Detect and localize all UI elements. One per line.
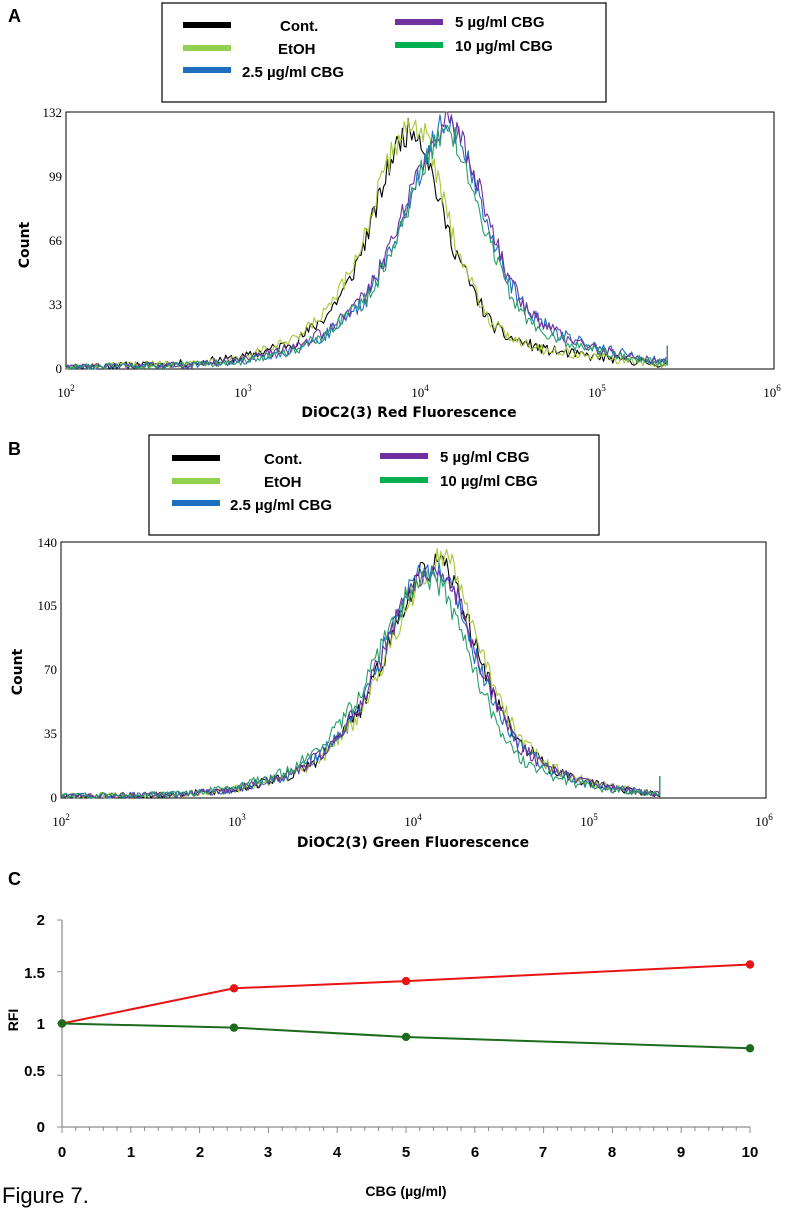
legend-label: Cont. — [264, 451, 302, 468]
legend-label: 10 µg/ml CBG — [455, 38, 553, 55]
panel-label-a: A — [8, 6, 21, 26]
series-line — [65, 111, 668, 370]
x-ticks-b: 102 103 104 105 106 — [52, 812, 773, 829]
x-axis-title: DiOC2(3) Green Fluorescence — [297, 835, 529, 851]
legend-box — [161, 2, 607, 103]
y-tick-label: 0.5 — [24, 1063, 45, 1080]
y-tick-label: 2 — [37, 912, 45, 929]
legend-label: 5 µg/ml CBG — [455, 14, 545, 31]
x-tick-label: 8 — [608, 1144, 616, 1161]
data-point — [229, 1023, 239, 1032]
x-tick-label: 7 — [539, 1144, 547, 1161]
y-tick-label: 1 — [37, 1016, 45, 1033]
series-line — [61, 963, 751, 1025]
y-axis-title: Count — [10, 648, 26, 695]
panel-a: A Cont. EtOH 2.5 µg/ml CBG 5 µg/ml CBG 1… — [8, 2, 781, 421]
y-tick-label: 70 — [44, 662, 57, 677]
legend-label: 2.5 µg/ml CBG — [230, 497, 332, 514]
series-line — [61, 1022, 751, 1050]
legend-label: 2.5 µg/ml CBG — [242, 64, 344, 81]
x-tick-label: 102 — [57, 383, 75, 400]
x-tick-label: 0 — [58, 1144, 66, 1161]
x-tick-label: 105 — [580, 812, 598, 829]
y-tick-label: 132 — [43, 105, 63, 120]
legend-label: EtOH — [278, 41, 316, 58]
legend-label: EtOH — [264, 474, 302, 491]
panel-label-b: B — [8, 439, 21, 459]
x-tick-label: 103 — [228, 812, 246, 829]
x-tick-label: 106 — [755, 812, 773, 829]
legend-label: 10 µg/ml CBG — [440, 473, 538, 490]
y-ticks-c: 0 0.5 1 1.5 2 — [24, 912, 45, 1136]
plot-frame — [65, 111, 775, 370]
x-axis-title: CBG (µg/ml) — [365, 1183, 446, 1199]
curves-a — [65, 111, 668, 370]
legend-label: Cont. — [280, 18, 318, 35]
series-line — [60, 568, 661, 799]
x-tick-label: 102 — [52, 812, 70, 829]
y-tick-label: 35 — [44, 726, 57, 741]
y-ticks-b: 0 35 70 105 140 — [38, 535, 58, 805]
y-tick-label: 99 — [49, 169, 62, 184]
x-tick-label: 1 — [127, 1144, 135, 1161]
series-line — [60, 553, 661, 799]
x-tick-label: 104 — [404, 812, 422, 829]
legend-a: Cont. EtOH 2.5 µg/ml CBG 5 µg/ml CBG 10 … — [161, 2, 607, 103]
y-tick-label: 0 — [51, 790, 58, 805]
panel-b: B Cont. EtOH 2.5 µg/ml CBG 5 µg/ml CBG 1… — [8, 434, 773, 851]
x-tick-label: 3 — [264, 1144, 272, 1161]
series-line — [65, 114, 668, 370]
x-tick-label: 10 — [742, 1144, 759, 1161]
data-point — [401, 1032, 411, 1042]
x-tick-label: 103 — [234, 383, 252, 400]
x-tick-label: 104 — [411, 383, 429, 400]
x-tick-label: 5 — [402, 1144, 410, 1161]
plot-c — [57, 919, 755, 1133]
y-tick-label: 33 — [49, 297, 62, 312]
y-tick-label: 0 — [56, 361, 63, 376]
legend-label: 5 µg/ml CBG — [440, 449, 530, 466]
data-point — [401, 976, 411, 986]
y-tick-label: 1.5 — [24, 965, 45, 982]
y-tick-label: 0 — [37, 1119, 45, 1136]
series-line — [60, 562, 661, 799]
y-tick-label: 66 — [49, 233, 63, 248]
y-tick-label: 105 — [38, 598, 58, 613]
panel-c: C 0 0.5 1 1.5 2 0 1 2 3 4 5 6 7 8 9 10 C… — [5, 869, 758, 1199]
data-point — [229, 984, 239, 993]
x-tick-label: 4 — [333, 1144, 342, 1161]
curves-b — [60, 548, 661, 799]
y-tick-label: 140 — [38, 535, 58, 550]
data-point — [745, 960, 755, 969]
panel-label-c: C — [8, 869, 21, 889]
plot-frame — [60, 541, 767, 799]
series-line — [60, 565, 661, 799]
series-line — [60, 548, 661, 799]
x-axis-title: DiOC2(3) Red Fluorescence — [301, 405, 516, 421]
x-ticks-a: 102 103 104 105 106 — [57, 383, 781, 400]
x-tick-label: 2 — [196, 1144, 204, 1161]
legend-box — [148, 434, 600, 536]
y-ticks-a: 0 33 66 99 132 — [43, 105, 63, 376]
series-line — [65, 118, 668, 370]
x-tick-label: 6 — [471, 1144, 479, 1161]
y-axis-title: RFI — [5, 1009, 21, 1032]
x-ticks-c: 0 1 2 3 4 5 6 7 8 9 10 — [58, 1144, 759, 1161]
x-tick-label: 9 — [677, 1144, 685, 1161]
series-line — [65, 118, 668, 370]
series-line — [65, 124, 668, 370]
x-tick-label: 106 — [763, 383, 781, 400]
data-point — [745, 1044, 755, 1053]
x-tick-label: 105 — [588, 383, 606, 400]
data-point — [57, 1019, 67, 1028]
legend-b: Cont. EtOH 2.5 µg/ml CBG 5 µg/ml CBG 10 … — [148, 434, 600, 536]
figure-caption: Figure 7. — [2, 1183, 89, 1208]
y-axis-title: Count — [17, 221, 33, 268]
